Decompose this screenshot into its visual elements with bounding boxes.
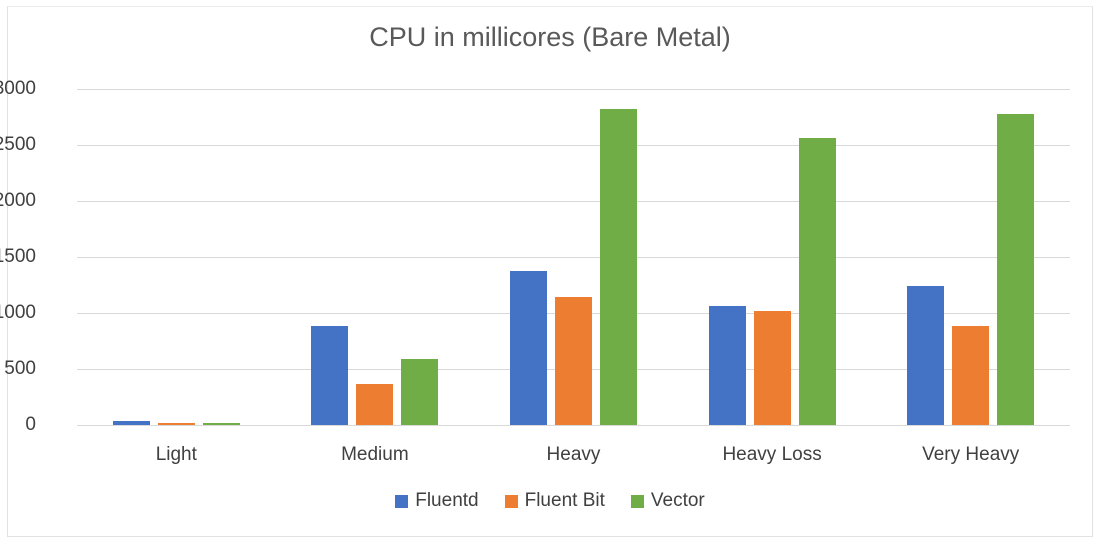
bar-fluentd-heavy-loss [708, 305, 746, 425]
chart-title: CPU in millicores (Bare Metal) [369, 22, 731, 52]
x-axis-tick-label: Heavy Loss [722, 444, 822, 465]
legend-swatch-icon [630, 494, 644, 508]
y-axis-tick-label: 1000 [0, 302, 36, 323]
y-gridline [77, 201, 1070, 202]
legend-swatch-icon [504, 494, 518, 508]
legend-item-fluent-bit[interactable]: Fluent Bit [504, 490, 605, 512]
legend-item-label: Vector [650, 490, 705, 511]
bar-fluent-bit-heavy-loss [753, 310, 791, 425]
y-axis-tick-label: 1500 [0, 246, 36, 267]
y-axis-tick-label: 2000 [0, 190, 36, 211]
bar-vector-very-heavy [997, 113, 1035, 425]
bar-fluent-bit-heavy [555, 297, 592, 425]
y-axis-tick-label: 3000 [0, 78, 36, 99]
chart-legend: Fluentd Fluent Bit Vector [0, 490, 1100, 512]
legend-item-vector[interactable]: Vector [630, 490, 705, 512]
legend-swatch-icon [395, 494, 409, 508]
y-gridline [77, 89, 1070, 90]
y-axis-tick-label: 2500 [0, 134, 36, 155]
y-gridline [77, 257, 1070, 258]
bar-vector-heavy-loss [798, 138, 836, 425]
plot-area: 3000 2500 2000 1500 1000 500 0 [0, 79, 1070, 434]
x-axis-tick-label: Medium [341, 444, 409, 465]
x-axis-tick-label: Very Heavy [922, 444, 1020, 465]
bar-fluentd-very-heavy [907, 286, 945, 425]
bar-fluent-bit-light [157, 423, 195, 425]
bar-vector-heavy [600, 108, 637, 425]
legend-item-fluentd[interactable]: Fluentd [395, 490, 479, 512]
bar-fluent-bit-very-heavy [952, 325, 990, 425]
y-gridline [77, 425, 1070, 426]
bar-vector-medium [401, 359, 439, 425]
bar-fluentd-light [112, 420, 150, 425]
x-axis-tick-label: Light [155, 444, 197, 465]
bar-vector-light [202, 423, 240, 425]
y-axis-tick-label: 0 [25, 414, 36, 435]
legend-item-label: Fluentd [415, 490, 479, 511]
bar-fluentd-heavy [510, 271, 547, 425]
legend-item-label: Fluent Bit [524, 490, 605, 511]
bar-fluentd-medium [311, 326, 349, 425]
x-axis-tick-label: Heavy [546, 444, 601, 465]
bar-fluent-bit-medium [356, 384, 394, 425]
y-gridline [77, 145, 1070, 146]
y-axis-tick-label: 500 [4, 358, 36, 379]
